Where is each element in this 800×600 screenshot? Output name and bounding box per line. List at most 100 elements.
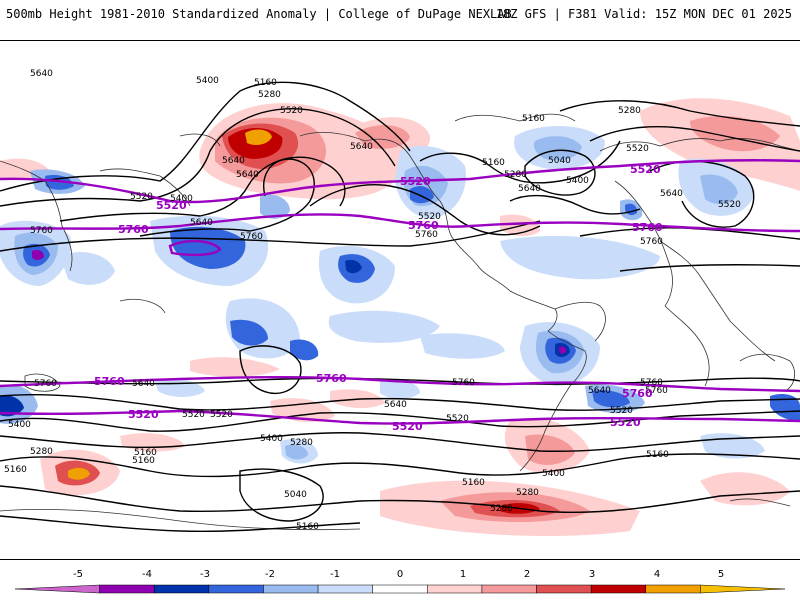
contour-label: 5400 bbox=[170, 194, 193, 204]
colorbar-tick: 0 bbox=[397, 569, 403, 580]
contour-label: 5640 bbox=[384, 400, 407, 410]
contour-label: 5760 bbox=[240, 232, 263, 242]
contour-label: 5400 bbox=[196, 76, 219, 86]
contour-label: 5520 bbox=[210, 410, 233, 420]
contour-label: 5160 bbox=[482, 158, 505, 168]
contour-label: 5160 bbox=[134, 448, 157, 458]
colorbar-tick: 2 bbox=[524, 569, 530, 580]
colorbar-tick: -5 bbox=[73, 569, 83, 580]
contour-label: 5640 bbox=[132, 379, 155, 389]
contour-label-purple: 5760 bbox=[94, 375, 125, 388]
colorbar-tick: -2 bbox=[265, 569, 275, 580]
colorbar-tick: 1 bbox=[460, 569, 466, 580]
contour-label: 5760 bbox=[640, 378, 663, 388]
contour-label: 5400 bbox=[8, 420, 31, 430]
colorbar-tick: -4 bbox=[142, 569, 152, 580]
contour-label-purple: 5760 bbox=[118, 223, 149, 236]
header: 500mb Height 1981-2010 Standardized Anom… bbox=[0, 0, 800, 30]
contour-label: 5160 bbox=[462, 478, 485, 488]
contour-label: 5520 bbox=[418, 212, 441, 222]
contour-label: 5040 bbox=[548, 156, 571, 166]
colorbar-swatch bbox=[536, 584, 592, 594]
contour-label: 5280 bbox=[516, 488, 539, 498]
colorbar-svg: -5 -4 -3 -2 -1 0 1 2 3 4 5 bbox=[14, 569, 786, 594]
colorbar-tick: 3 bbox=[589, 569, 595, 580]
contour-label: 5760 bbox=[30, 226, 53, 236]
colorbar-swatch bbox=[208, 584, 264, 594]
contour-label: 5280 bbox=[490, 504, 513, 514]
contour-label: 5520 bbox=[130, 192, 153, 202]
contour-label: 5160 bbox=[646, 450, 669, 460]
colorbar-swatch bbox=[427, 584, 483, 594]
colorbar-swatches bbox=[14, 584, 786, 594]
model-run-info: 18Z GFS | F381 Valid: 15Z MON DEC 01 202… bbox=[495, 7, 792, 21]
colorbar-tick: -3 bbox=[200, 569, 210, 580]
coastlines bbox=[0, 113, 800, 531]
colorbar-swatch bbox=[372, 584, 428, 594]
colorbar-swatch bbox=[481, 584, 537, 594]
contour-label: 5520 bbox=[182, 410, 205, 420]
colorbar-swatch bbox=[153, 584, 210, 594]
colorbar-tick: 4 bbox=[654, 569, 660, 580]
contour-label: 5760 bbox=[415, 230, 438, 240]
contour-label-purple: 5760 bbox=[622, 387, 653, 400]
contour-label-purple: 5520 bbox=[128, 408, 159, 421]
map-panel[interactable]: 5160 5280 5520 5640 5160 5520 5040 5160 … bbox=[0, 40, 800, 560]
colorbar-swatch bbox=[14, 584, 100, 594]
contour-label: 5520 bbox=[280, 106, 303, 116]
contour-label: 5280 bbox=[290, 438, 313, 448]
contour-label-purple: 5520 bbox=[630, 163, 661, 176]
contour-label: 5400 bbox=[260, 434, 283, 444]
negative-anomaly-shading bbox=[0, 125, 800, 464]
contour-label-purple: 5520 bbox=[156, 199, 187, 212]
contour-label-purple: 5760 bbox=[632, 221, 663, 234]
contour-label: 5280 bbox=[504, 170, 527, 180]
contour-label-purple: 5520 bbox=[400, 175, 431, 188]
contour-label: 5280 bbox=[258, 90, 281, 100]
colorbar-swatch bbox=[645, 584, 701, 594]
contour-label: 5760 bbox=[34, 379, 57, 389]
colorbar-swatch bbox=[590, 584, 647, 594]
contour-label-purple: 5760 bbox=[316, 372, 347, 385]
colorbar-tick: -1 bbox=[330, 569, 340, 580]
contour-label: 5040 bbox=[284, 490, 307, 500]
contour-label: 5760 bbox=[452, 378, 475, 388]
contour-label: 5640 bbox=[30, 69, 53, 79]
contour-label: 5280 bbox=[618, 106, 641, 116]
contour-label: 5520 bbox=[626, 144, 649, 154]
reference-contours bbox=[0, 159, 800, 425]
contour-label: 5160 bbox=[522, 114, 545, 124]
contour-label: 5520 bbox=[610, 406, 633, 416]
contour-label: 5400 bbox=[566, 176, 589, 186]
colorbar-swatch bbox=[317, 584, 373, 594]
colorbar-swatch bbox=[700, 584, 786, 594]
colorbar-swatch bbox=[99, 584, 155, 594]
colorbar-swatch bbox=[263, 584, 319, 594]
contour-label: 5520 bbox=[446, 414, 469, 424]
contour-label: 5640 bbox=[350, 142, 373, 152]
contour-label: 5160 bbox=[4, 465, 27, 475]
height-contours bbox=[0, 81, 800, 533]
contour-label-purple: 5760 bbox=[408, 219, 439, 232]
colorbar-legend: -5 -4 -3 -2 -1 0 1 2 3 4 5 bbox=[0, 565, 800, 600]
contour-label: 5640 bbox=[190, 218, 213, 228]
contour-label-purple: 5520 bbox=[392, 420, 423, 433]
colorbar-tick: 5 bbox=[718, 569, 724, 580]
contour-label: 5640 bbox=[222, 156, 245, 166]
contour-label: 5640 bbox=[588, 386, 611, 396]
contour-label: 5400 bbox=[542, 469, 565, 479]
contour-label: 5760 bbox=[640, 237, 663, 247]
contour-label: 5760 bbox=[645, 386, 668, 396]
contour-label: 5640 bbox=[518, 184, 541, 194]
contour-label: 5160 bbox=[132, 456, 155, 466]
contour-labels: 5160 5280 5520 5640 5160 5520 5040 5160 … bbox=[4, 69, 741, 532]
contour-label: 5160 bbox=[254, 78, 277, 88]
contour-label: 5520 bbox=[718, 200, 741, 210]
anomaly-map: 5160 5280 5520 5640 5160 5520 5040 5160 … bbox=[0, 69, 800, 536]
contour-label: 5640 bbox=[660, 189, 683, 199]
map-title: 500mb Height 1981-2010 Standardized Anom… bbox=[6, 7, 512, 21]
contour-label: 5280 bbox=[30, 447, 53, 457]
colorbar-ticks: -5 -4 -3 -2 -1 0 1 2 3 4 5 bbox=[73, 569, 724, 580]
contour-label: 5640 bbox=[236, 170, 259, 180]
contour-label: 5160 bbox=[296, 522, 319, 532]
